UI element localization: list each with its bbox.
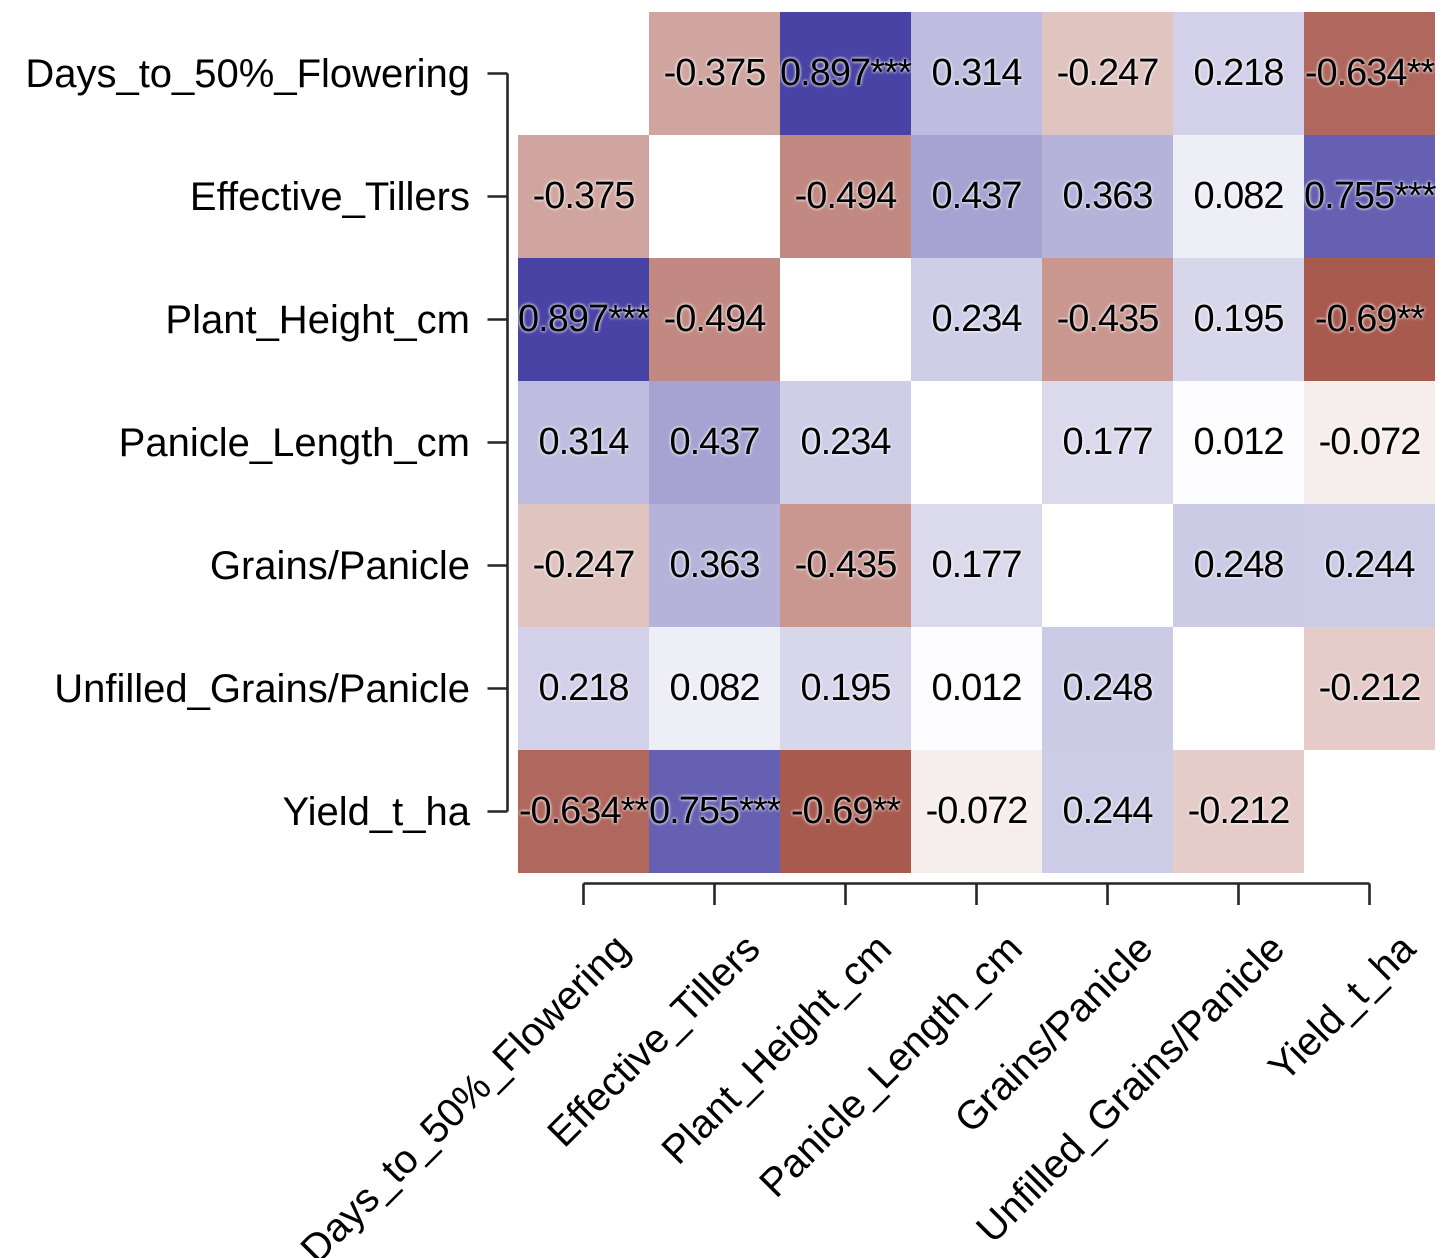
heatmap-cell-r4-c2: -0.435 xyxy=(780,504,911,627)
heatmap-cell-r2-c5: 0.195 xyxy=(1173,258,1304,381)
heatmap-cell-r4-c5: 0.248 xyxy=(1173,504,1304,627)
heatmap-cell-r0-c6: -0.634** xyxy=(1304,12,1435,135)
heatmap-cell-r3-c3 xyxy=(911,381,1042,504)
heatmap-cell-r5-c6: -0.212 xyxy=(1304,627,1435,750)
heatmap-cell-r5-c2: 0.195 xyxy=(780,627,911,750)
heatmap-cell-r0-c4: -0.247 xyxy=(1042,12,1173,135)
heatmap-cell-r3-c1: 0.437 xyxy=(649,381,780,504)
heatmap-cell-r3-c4: 0.177 xyxy=(1042,381,1173,504)
heatmap-cell-r0-c3: 0.314 xyxy=(911,12,1042,135)
heatmap-cell-r1-c1 xyxy=(649,135,780,258)
heatmap-cell-r1-c3: 0.437 xyxy=(911,135,1042,258)
heatmap-cell-r3-c5: 0.012 xyxy=(1173,381,1304,504)
heatmap-cell-r5-c0: 0.218 xyxy=(518,627,649,750)
heatmap-cell-r5-c1: 0.082 xyxy=(649,627,780,750)
y-axis-label-5: Unfilled_Grains/Panicle xyxy=(54,666,470,711)
heatmap-cell-r4-c0: -0.247 xyxy=(518,504,649,627)
heatmap-cell-r6-c2: -0.69** xyxy=(780,750,911,873)
heatmap-cell-r0-c2: 0.897*** xyxy=(780,12,912,135)
heatmap-cell-r0-c1: -0.375 xyxy=(649,12,780,135)
x-axis-label-3: Panicle_Length_cm xyxy=(751,926,1031,1206)
heatmap-cell-r6-c1: 0.755*** xyxy=(649,750,781,873)
y-axis-label-4: Grains/Panicle xyxy=(209,543,470,588)
y-axis-label-3: Panicle_Length_cm xyxy=(118,420,470,465)
x-axis-label-2: Plant_Height_cm xyxy=(653,926,900,1173)
heatmap-cell-r3-c0: 0.314 xyxy=(518,381,649,504)
heatmap-cell-r2-c1: -0.494 xyxy=(649,258,780,381)
heatmap-cell-r0-c5: 0.218 xyxy=(1173,12,1304,135)
y-axis-label-1: Effective_Tillers xyxy=(189,174,470,219)
heatmap-cell-r1-c0: -0.375 xyxy=(518,135,649,258)
heatmap-cell-r2-c6: -0.69** xyxy=(1304,258,1435,381)
heatmap-cell-r2-c0: 0.897*** xyxy=(518,258,650,381)
heatmap-cell-r0-c0 xyxy=(518,12,649,135)
y-axis-label-2: Plant_Height_cm xyxy=(165,297,470,342)
heatmap-cell-r4-c6: 0.244 xyxy=(1304,504,1435,627)
y-axis-label-0: Days_to_50%_Flowering xyxy=(25,51,470,96)
heatmap-cell-r5-c4: 0.248 xyxy=(1042,627,1173,750)
heatmap-cell-r3-c6: -0.072 xyxy=(1304,381,1435,504)
heatmap-cell-r6-c3: -0.072 xyxy=(911,750,1042,873)
heatmap-cell-r6-c6 xyxy=(1304,750,1435,873)
heatmap-cell-r5-c3: 0.012 xyxy=(911,627,1042,750)
heatmap-cell-r6-c4: 0.244 xyxy=(1042,750,1173,873)
heatmap-cell-r6-c5: -0.212 xyxy=(1173,750,1304,873)
heatmap-cell-r2-c4: -0.435 xyxy=(1042,258,1173,381)
heatmap-cell-r2-c2 xyxy=(780,258,911,381)
heatmap-cell-r1-c2: -0.494 xyxy=(780,135,911,258)
y-axis-label-6: Yield_t_ha xyxy=(282,789,470,834)
heatmap-cell-r4-c4 xyxy=(1042,504,1173,627)
heatmap-cell-r5-c5 xyxy=(1173,627,1304,750)
heatmap-cell-r4-c1: 0.363 xyxy=(649,504,780,627)
heatmap-cell-r1-c5: 0.082 xyxy=(1173,135,1304,258)
heatmap-cell-r4-c3: 0.177 xyxy=(911,504,1042,627)
heatmap-cell-r1-c4: 0.363 xyxy=(1042,135,1173,258)
heatmap-cell-r1-c6: 0.755*** xyxy=(1304,135,1436,258)
heatmap-cell-r3-c2: 0.234 xyxy=(780,381,911,504)
heatmap-cell-r6-c0: -0.634** xyxy=(518,750,649,873)
heatmap-cell-r2-c3: 0.234 xyxy=(911,258,1042,381)
